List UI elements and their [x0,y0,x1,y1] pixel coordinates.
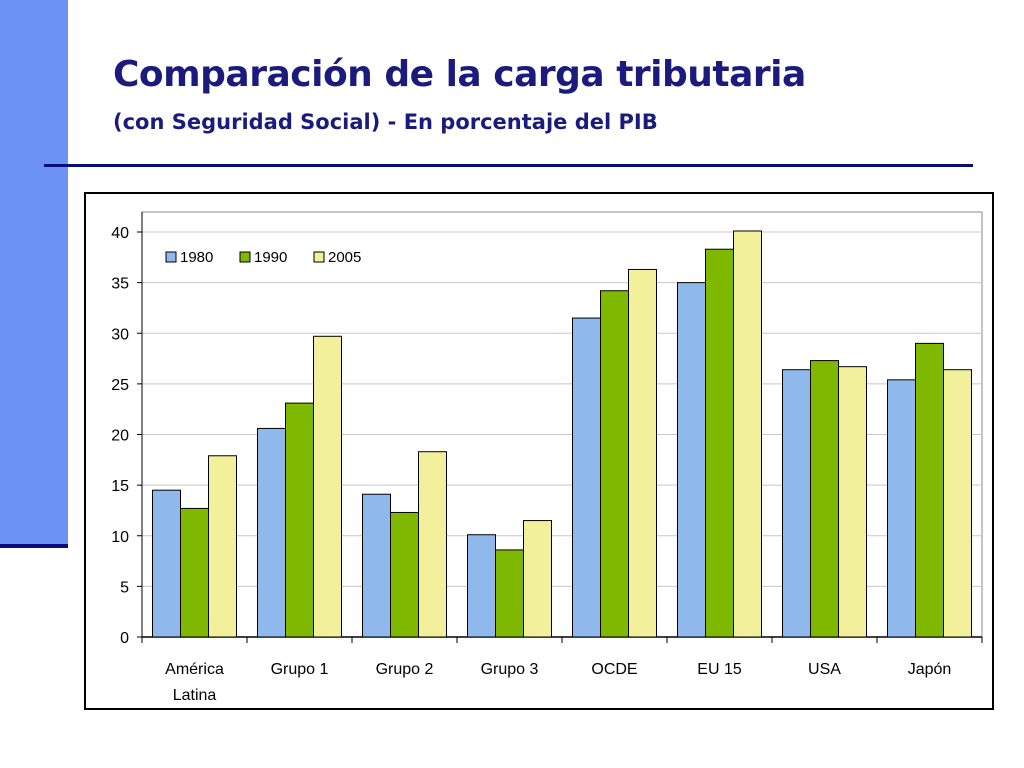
x-tick-label: América [165,661,224,678]
bar-2005 [418,451,447,638]
y-tick-label: 5 [120,579,129,596]
page-title: Comparación de la carga tributaria [113,54,806,95]
legend-swatch-1990 [239,251,251,263]
bar-1990 [600,290,629,638]
legend-label-1990: 1990 [254,249,287,266]
bar-2005 [943,369,972,638]
left-accent-bar [0,0,68,546]
left-accent-rule [0,544,68,548]
x-tick-label: USA [808,661,841,678]
bar-1990 [495,549,524,638]
x-tick-label: Grupo 3 [481,661,539,678]
bar-2005 [733,230,762,638]
x-tick-label: Japón [908,661,952,678]
bar-1980 [257,427,286,638]
y-tick-label: 25 [111,377,129,394]
x-tick-label: EU 15 [697,661,742,678]
bar-1980 [887,379,916,638]
x-tick-label: Grupo 1 [271,661,329,678]
x-tick-label: OCDE [591,661,637,678]
y-tick-label: 0 [120,630,129,647]
legend-label-2005: 2005 [328,249,361,266]
y-tick-label: 30 [111,326,129,343]
bar-1980 [677,282,706,638]
bar-1990 [285,402,314,638]
x-tick-label: Latina [173,687,217,704]
legend-swatch-1980 [165,251,177,263]
bar-1990 [390,511,419,638]
title-divider [44,164,973,167]
bar-2005 [313,335,342,638]
legend-swatch-2005 [313,251,325,263]
bar-2005 [838,366,867,638]
y-tick-label: 35 [111,276,129,293]
y-tick-label: 10 [111,529,129,546]
bar-1980 [782,369,811,638]
x-tick-label: Grupo 2 [376,661,434,678]
y-tick-label: 20 [111,428,129,445]
bar-1990 [180,507,209,638]
bar-1990 [810,360,839,638]
bar-1980 [572,317,601,638]
bar-1990 [705,248,734,638]
y-tick-label: 40 [111,225,129,242]
legend-label-1980: 1980 [180,249,213,266]
bar-2005 [523,520,552,638]
bar-2005 [208,455,237,638]
bar-1980 [362,493,391,638]
bar-1990 [915,342,944,638]
y-tick-label: 15 [111,478,129,495]
bar-1980 [467,534,496,638]
bar-1980 [152,489,181,638]
page-subtitle: (con Seguridad Social) - En porcentaje d… [113,110,658,134]
bar-2005 [628,268,657,638]
